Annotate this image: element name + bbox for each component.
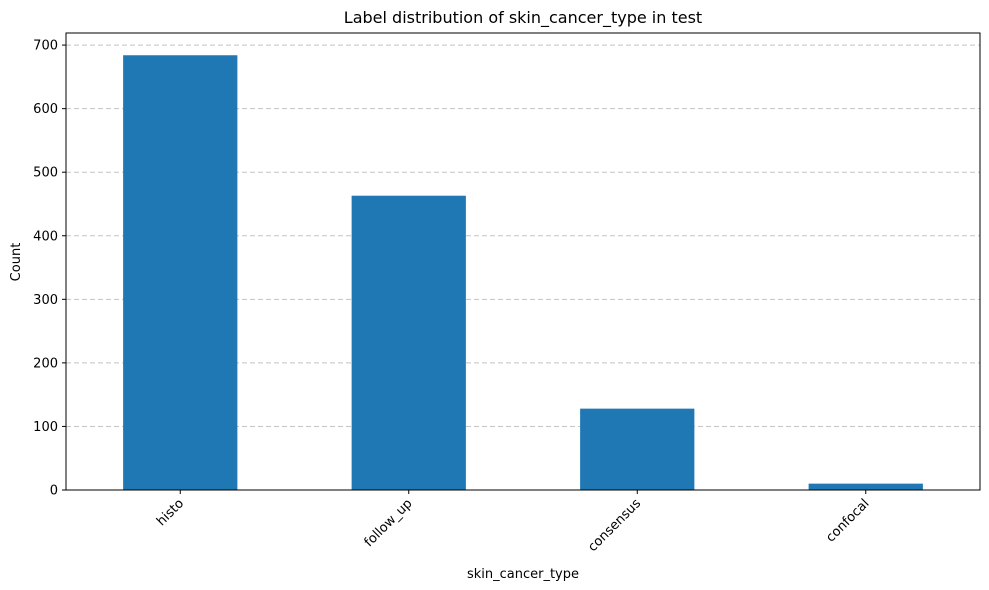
bar-histo xyxy=(123,55,238,490)
y-tick-label: 500 xyxy=(33,166,58,181)
y-tick-label: 200 xyxy=(33,356,58,371)
x-tick-label: histo xyxy=(154,496,187,529)
bars xyxy=(123,55,923,490)
y-tick-label: 100 xyxy=(33,420,58,435)
y-tick-label: 400 xyxy=(33,229,58,244)
bar-consensus xyxy=(580,408,695,490)
x-axis-ticks: histo follow_up consensus confocal xyxy=(154,490,873,555)
y-axis-label: Count xyxy=(9,243,24,282)
bar-confocal xyxy=(808,483,923,490)
chart-title: Label distribution of skin_cancer_type i… xyxy=(344,8,702,28)
y-axis-ticks: 0 100 200 300 400 500 600 700 xyxy=(33,39,66,499)
y-tick-label: 700 xyxy=(33,39,58,54)
x-axis-label: skin_cancer_type xyxy=(467,567,579,582)
x-tick-label: follow_up xyxy=(362,496,416,550)
x-tick-label: consensus xyxy=(585,496,644,555)
y-tick-label: 600 xyxy=(33,102,58,117)
plot-frame xyxy=(65,32,981,491)
y-tick-label: 0 xyxy=(50,484,58,499)
x-tick-label: confocal xyxy=(823,496,872,545)
bar-follow_up xyxy=(351,195,466,490)
y-tick-label: 300 xyxy=(33,293,58,308)
